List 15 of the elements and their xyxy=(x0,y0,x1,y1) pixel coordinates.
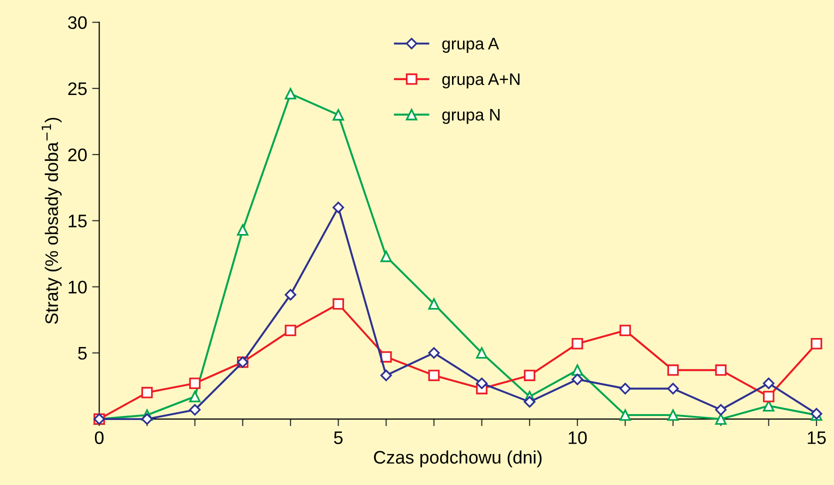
legend-label: grupa A xyxy=(442,38,500,53)
y-axis-title: Straty (% obsady doba$^{−1}$) xyxy=(42,118,62,324)
x-axis-title: Czas podchowu (dni) xyxy=(374,450,542,468)
y-tick-label: 5 xyxy=(78,347,87,360)
y-tick-label: 15 xyxy=(68,214,87,228)
y-tick-label: 20 xyxy=(68,148,87,162)
x-tick-label: 5 xyxy=(334,432,343,444)
legend-label: grupa A+N xyxy=(442,73,520,88)
x-tick-label: 0 xyxy=(94,431,104,444)
x-tick-label: 10 xyxy=(568,431,587,444)
y-tick-label: 25 xyxy=(68,82,87,96)
x-tick-label: 15 xyxy=(808,432,826,444)
legend-label: grupa N xyxy=(442,108,500,124)
y-tick-label: 10 xyxy=(68,280,87,294)
y-tick-label: 30 xyxy=(68,16,87,30)
